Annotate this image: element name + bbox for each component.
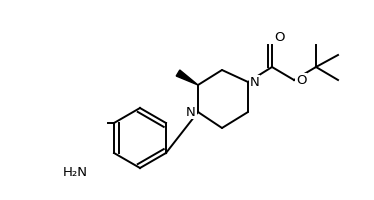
Text: O: O — [296, 73, 307, 86]
Text: O: O — [274, 31, 285, 44]
Polygon shape — [176, 70, 198, 85]
Text: H₂N: H₂N — [63, 166, 88, 178]
Text: N: N — [186, 106, 196, 118]
Text: N: N — [250, 75, 260, 88]
